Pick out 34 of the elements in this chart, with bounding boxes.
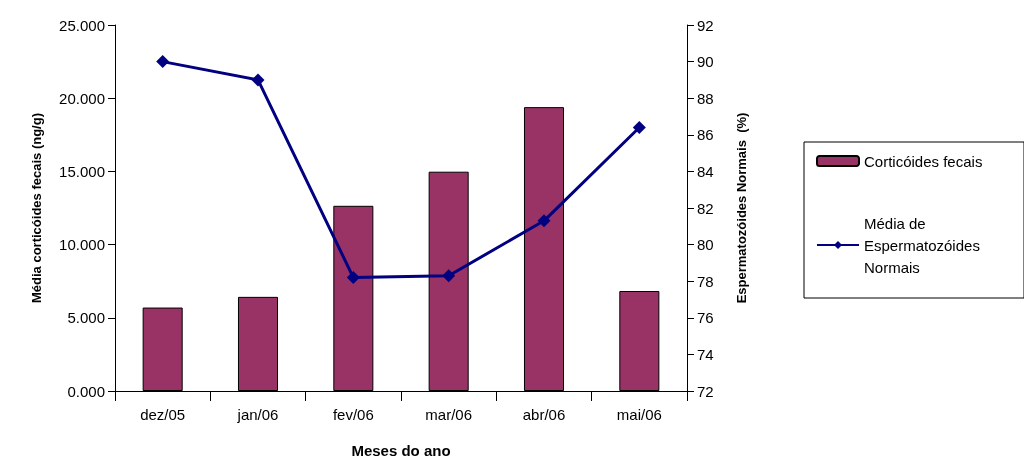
point <box>251 73 265 87</box>
y2-tick-label: 88 <box>697 89 714 107</box>
legend-label: Média de Espermatozóides Normais <box>864 214 985 276</box>
legend-label: Corticóides fecais <box>864 152 983 170</box>
y2-tick-label: 80 <box>697 236 714 254</box>
y2-tick-label: 78 <box>697 272 714 290</box>
y-tick-label: 10.000 <box>59 236 105 254</box>
point <box>156 55 170 69</box>
point <box>537 214 551 228</box>
x-tick-label: mar/06 <box>425 406 473 423</box>
point <box>346 271 360 285</box>
y-axis-title: Média corticóides fecais (ng/g) <box>29 113 44 303</box>
y-tick-label: 15.000 <box>59 162 105 180</box>
point <box>632 120 646 134</box>
x-tick-label: fev/06 <box>332 406 374 423</box>
y2-tick-label: 84 <box>697 162 714 180</box>
y2-tick-label: 82 <box>697 199 714 217</box>
y2-tick-label: 74 <box>697 345 714 363</box>
x-tick-label: abr/06 <box>522 406 566 423</box>
x-tick-label: jan/06 <box>236 406 279 423</box>
y-tick-label: 25.000 <box>59 16 105 34</box>
x-tick-label: mai/06 <box>616 406 662 423</box>
y2-tick-label: 90 <box>697 53 714 71</box>
y2-tick-label: 72 <box>697 382 714 400</box>
y2-tick-label: 92 <box>697 16 714 34</box>
x-axis-title: Meses do ano <box>351 442 451 459</box>
y-tick-label: 20.000 <box>59 89 105 107</box>
y-tick-label: 0.000 <box>67 382 105 400</box>
y2-tick-label: 86 <box>697 126 714 144</box>
y2-tick-label: 76 <box>697 309 714 327</box>
x-tick-label: dez/05 <box>140 406 186 423</box>
y2-axis-title: Espermatozóides Normais (%) <box>734 112 749 304</box>
y-tick-label: 5.000 <box>67 309 105 327</box>
point <box>442 269 456 283</box>
